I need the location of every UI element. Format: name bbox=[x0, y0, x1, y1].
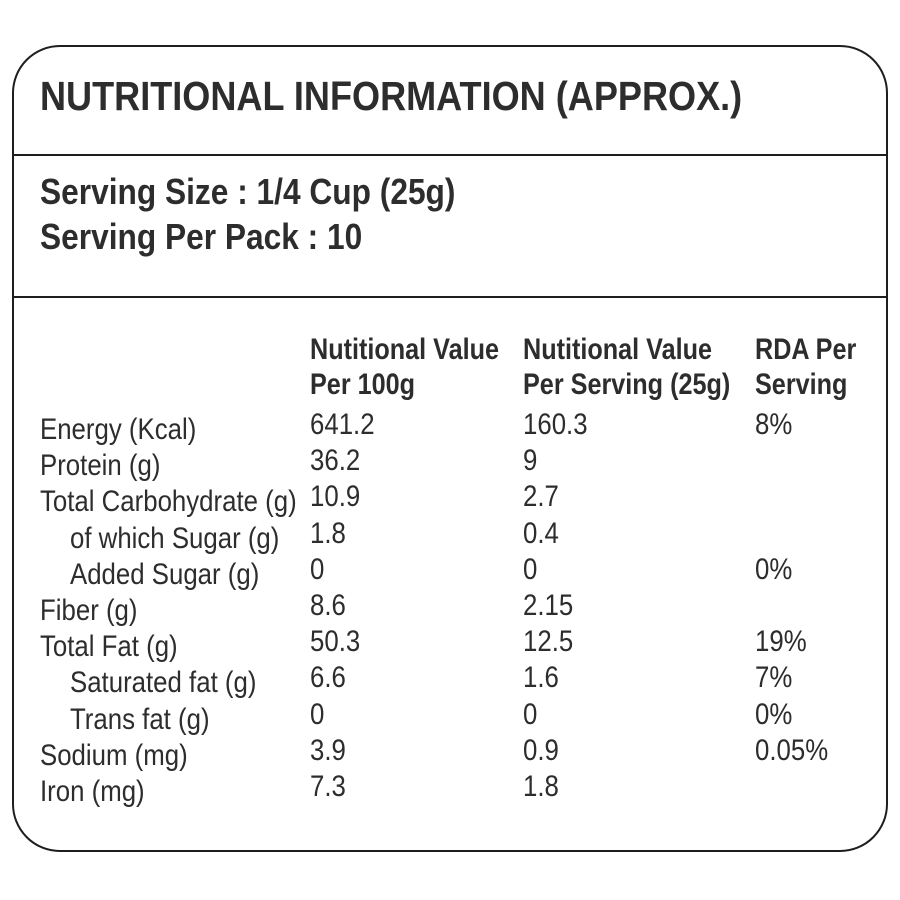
column-header-line: Per Serving (25g) bbox=[523, 368, 731, 401]
value-per-serving: 160.3 bbox=[523, 408, 588, 441]
column-header-line: Nutitional Value bbox=[310, 333, 500, 366]
row-label: Trans fat (g) bbox=[70, 702, 210, 736]
table-row-saturated-fat: Saturated fat (g) 6.6 1.6 7% bbox=[40, 661, 876, 701]
value-per-100g: 0 bbox=[310, 697, 325, 731]
row-label: Total Fat (g) bbox=[40, 630, 178, 664]
column-header-line: RDA Per bbox=[755, 333, 857, 366]
table-row-protein: Protein (g) 36.2 9 bbox=[40, 444, 876, 484]
table-row-total-fat: Total Fat (g) 50.3 12.5 19% bbox=[40, 625, 876, 665]
table-row-trans-fat: Trans fat (g) 0 0 0% bbox=[40, 698, 876, 738]
serving-size-line: Serving Size : 1/4 Cup (25g) bbox=[40, 171, 456, 212]
column-header-line: Per 100g bbox=[310, 368, 416, 401]
table-row-added-sugar: Added Sugar (g) 0 0 0% bbox=[40, 553, 876, 593]
value-rda: 8% bbox=[755, 408, 793, 441]
serving-per-pack-line: Serving Per Pack : 10 bbox=[40, 216, 363, 257]
table-row-sodium: Sodium (mg) 3.9 0.9 0.05% bbox=[40, 734, 876, 774]
value-per-100g: 6.6 bbox=[310, 661, 346, 695]
page-title: NUTRITIONAL INFORMATION (APPROX.) bbox=[40, 73, 743, 119]
row-label: Total Carbohydrate (g) bbox=[40, 485, 297, 519]
nutrition-table: Energy (Kcal) 641.2 160.3 8% Protein (g)… bbox=[40, 408, 876, 810]
value-per-100g: 50.3 bbox=[310, 625, 361, 659]
table-row-total-carbohydrate: Total Carbohydrate (g) 10.9 2.7 bbox=[40, 480, 876, 520]
value-per-serving: 0 bbox=[523, 697, 538, 731]
value-per-100g: 8.6 bbox=[310, 588, 346, 622]
value-per-serving: 1.6 bbox=[523, 661, 559, 695]
column-header-line: Serving bbox=[755, 368, 848, 401]
row-label: Iron (mg) bbox=[40, 774, 145, 808]
row-label: Sodium (mg) bbox=[40, 738, 188, 772]
value-per-100g: 3.9 bbox=[310, 733, 346, 767]
nutrition-label-panel: NUTRITIONAL INFORMATION (APPROX.) Servin… bbox=[12, 45, 888, 852]
value-per-100g: 641.2 bbox=[310, 408, 375, 441]
column-header-line: Nutitional Value bbox=[523, 333, 713, 366]
row-label: Protein (g) bbox=[40, 449, 161, 483]
value-per-serving: 12.5 bbox=[523, 625, 574, 659]
value-per-100g: 7.3 bbox=[310, 769, 346, 803]
value-per-serving: 0 bbox=[523, 552, 538, 586]
row-label: Energy (Kcal) bbox=[40, 413, 197, 446]
value-per-serving: 2.15 bbox=[523, 588, 574, 622]
row-label: of which Sugar (g) bbox=[70, 521, 280, 555]
value-per-100g: 0 bbox=[310, 552, 325, 586]
value-rda: 0.05% bbox=[755, 733, 829, 767]
value-per-serving: 2.7 bbox=[523, 480, 559, 514]
value-rda: 0% bbox=[755, 697, 793, 731]
column-header-per-100g: Nutitional Value Per 100g bbox=[310, 332, 499, 402]
table-row-fiber: Fiber (g) 8.6 2.15 bbox=[40, 589, 876, 629]
row-label: Added Sugar (g) bbox=[70, 557, 260, 591]
value-per-serving: 0.4 bbox=[523, 516, 559, 550]
table-row-of-which-sugar: of which Sugar (g) 1.8 0.4 bbox=[40, 517, 876, 557]
value-per-serving: 1.8 bbox=[523, 769, 559, 803]
column-header-rda: RDA Per Serving bbox=[755, 332, 856, 402]
title-divider bbox=[14, 154, 886, 156]
value-per-serving: 0.9 bbox=[523, 733, 559, 767]
table-row-iron: Iron (mg) 7.3 1.8 bbox=[40, 770, 876, 810]
value-rda: 7% bbox=[755, 661, 793, 695]
value-per-100g: 1.8 bbox=[310, 516, 346, 550]
value-per-100g: 36.2 bbox=[310, 444, 361, 478]
value-per-100g: 10.9 bbox=[310, 480, 361, 514]
table-row-energy: Energy (Kcal) 641.2 160.3 8% bbox=[40, 408, 876, 448]
column-header-per-serving: Nutitional Value Per Serving (25g) bbox=[523, 332, 730, 402]
value-rda: 0% bbox=[755, 552, 793, 586]
value-rda: 19% bbox=[755, 625, 807, 659]
row-label: Saturated fat (g) bbox=[70, 666, 257, 700]
row-label: Fiber (g) bbox=[40, 593, 138, 627]
value-per-serving: 9 bbox=[523, 444, 538, 478]
serving-info: Serving Size : 1/4 Cup (25g) Serving Per… bbox=[40, 169, 455, 259]
serving-divider bbox=[14, 296, 886, 298]
